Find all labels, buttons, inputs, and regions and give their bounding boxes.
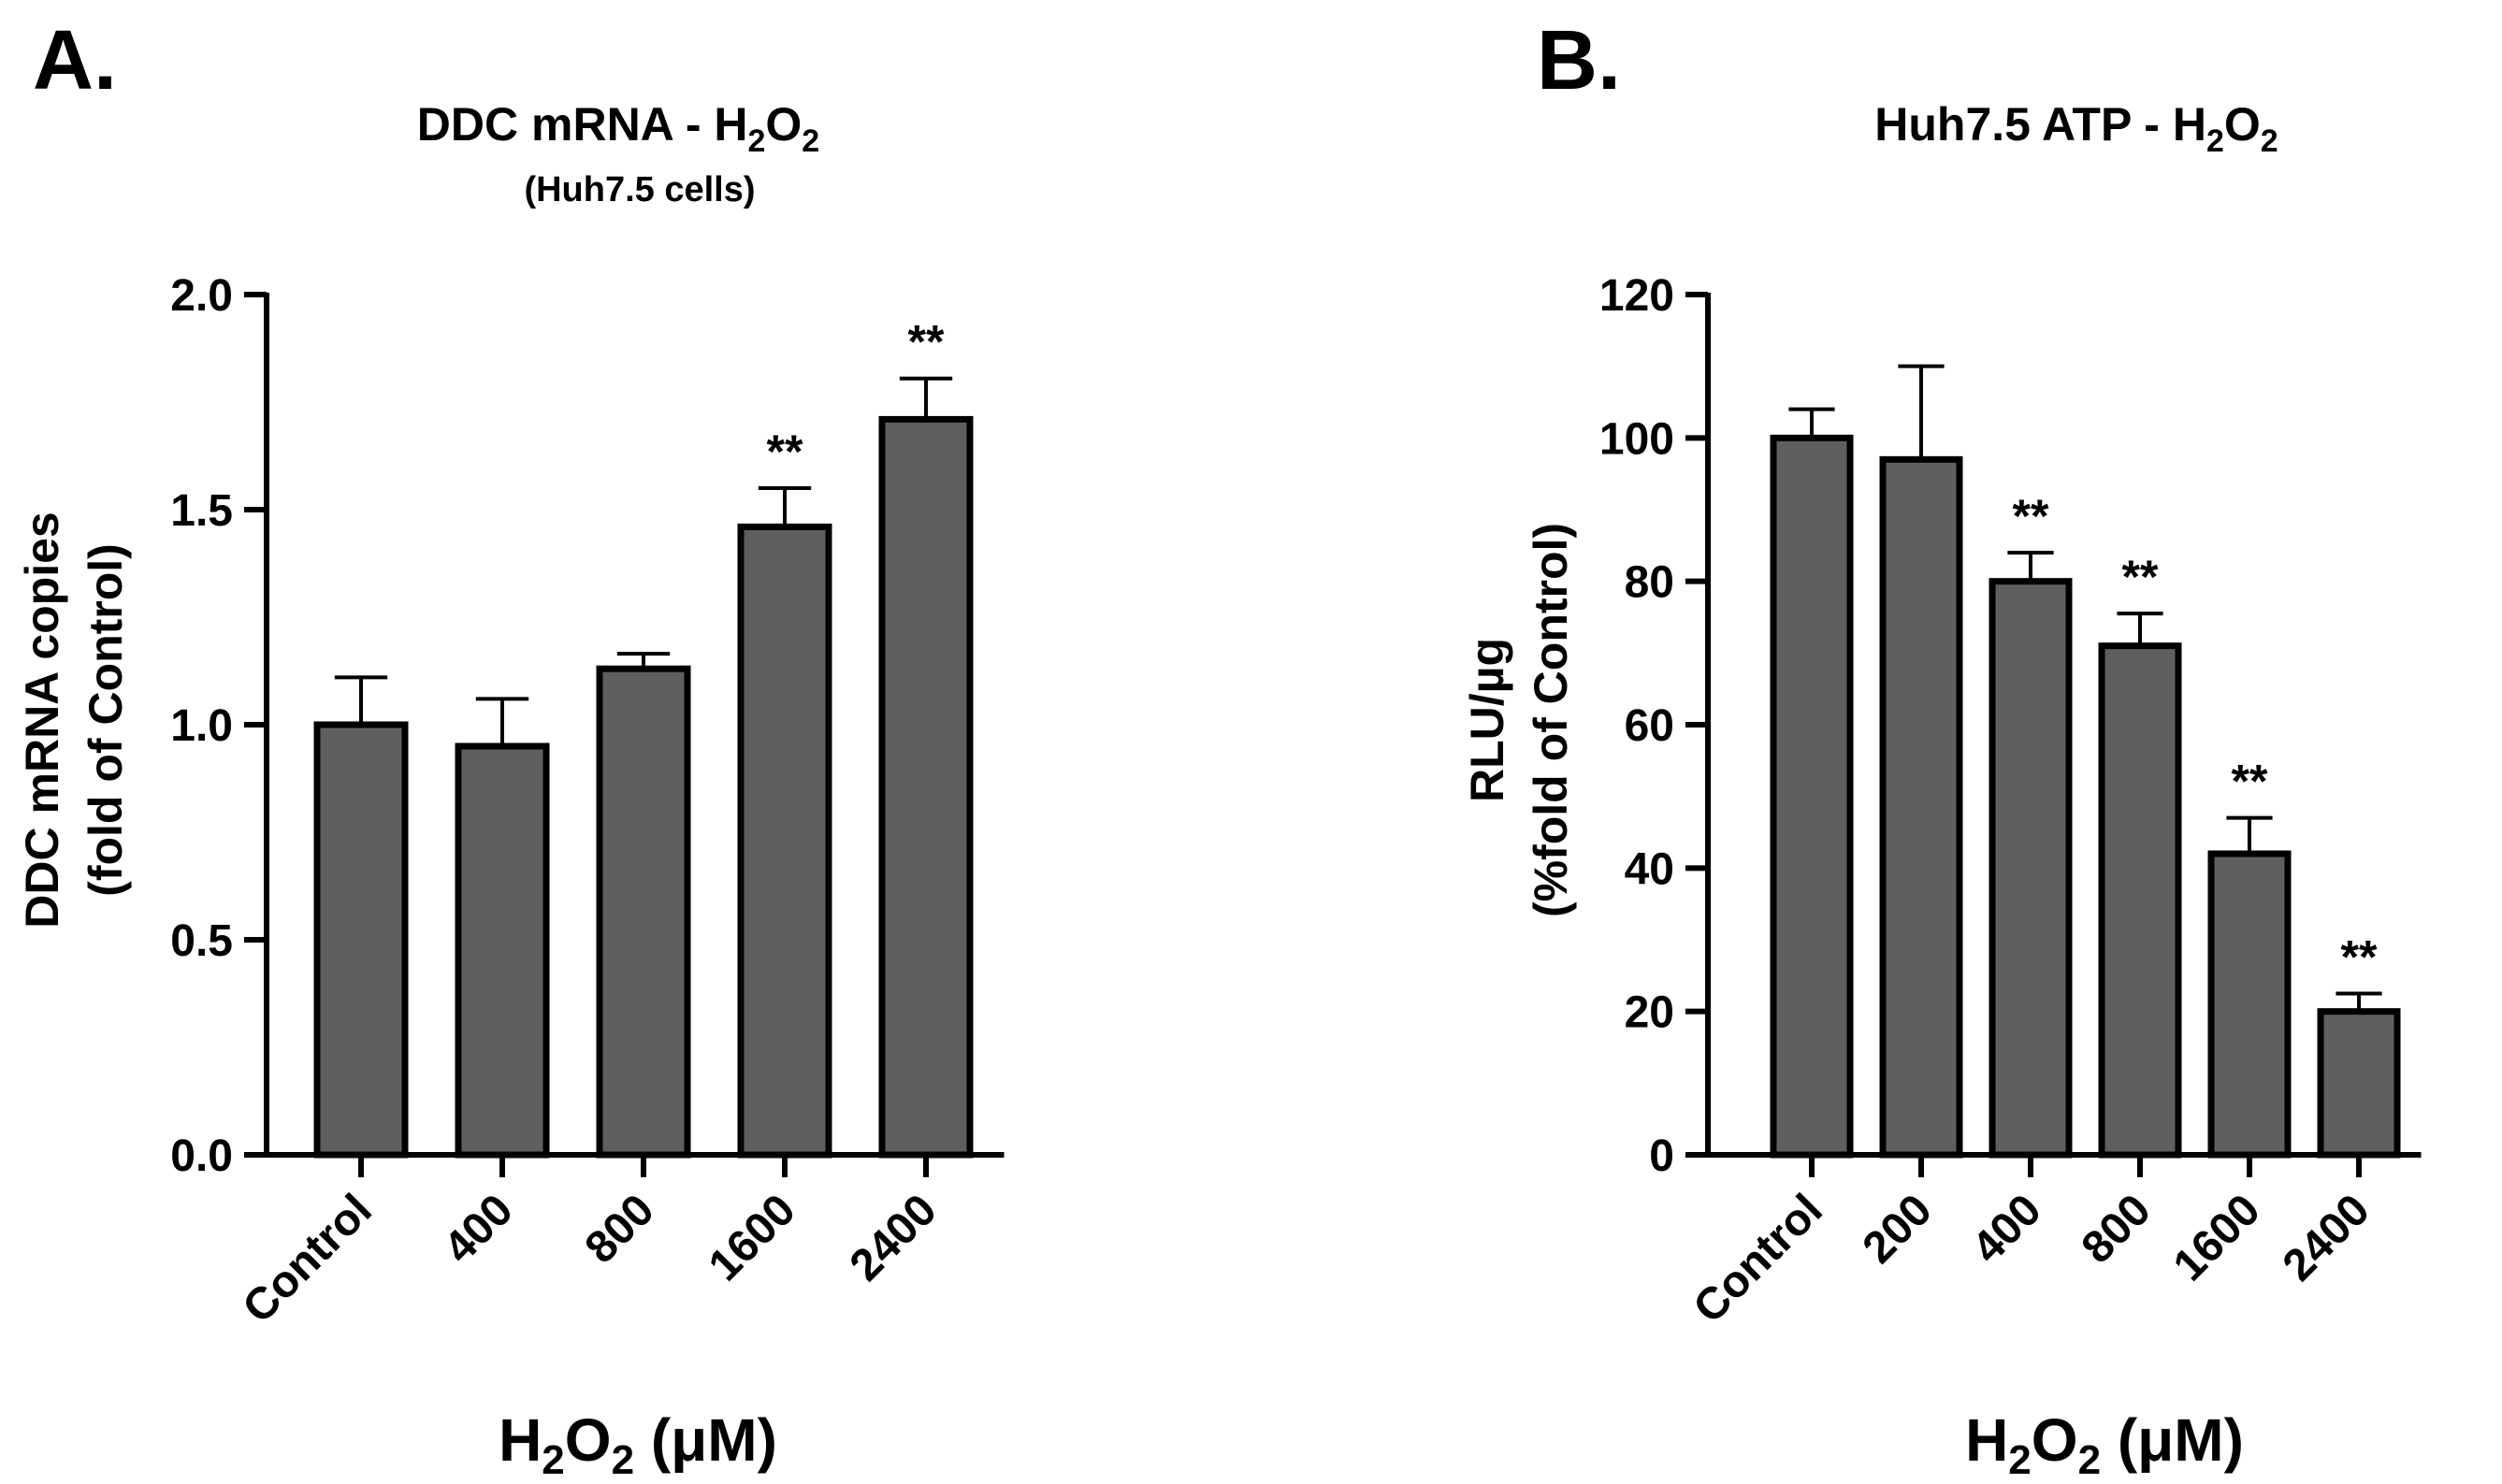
bar-1600 — [2207, 850, 2292, 1159]
significance-marker: ** — [2341, 931, 2378, 984]
y-tick-label: 2.0 — [170, 271, 233, 321]
panel-b-xlabel-h: H — [1965, 1406, 2008, 1474]
panel-b-title-sub1: 2 — [2206, 123, 2224, 159]
x-tick-label: 200 — [1854, 1185, 1942, 1273]
bar-control — [1770, 434, 1854, 1159]
x-tick-label: Control — [1685, 1185, 1832, 1333]
panel-b-xlabel-o: O — [2032, 1406, 2078, 1474]
panel-b: B. Huh7.5 ATP - H2O2 RLU/µg (%fold of Co… — [1461, 14, 2422, 1483]
bar-200 — [1879, 455, 1963, 1159]
x-tick-label: 400 — [435, 1185, 523, 1273]
panel-a-title: DDC mRNA - H2O2 — [417, 98, 819, 159]
y-tick-label: 120 — [1599, 271, 1674, 321]
panel-a-ylabel-line2: (fold of Control) — [80, 543, 132, 897]
significance-marker: ** — [767, 425, 803, 478]
significance-marker: ** — [2232, 756, 2268, 808]
y-tick-label: 0.0 — [170, 1131, 233, 1181]
bar-2400 — [2317, 1008, 2401, 1159]
panel-a-title-o: O — [765, 98, 802, 151]
bar-400 — [455, 742, 550, 1159]
bar-400 — [1989, 578, 2073, 1159]
panel-b-title-o: O — [2224, 98, 2261, 151]
panel-b-ylabel-line2: (%fold of Control) — [1525, 523, 1577, 917]
bar-800 — [596, 665, 691, 1159]
y-tick-label: 0.5 — [170, 916, 233, 966]
panel-b-title-text: Huh7.5 ATP - H — [1874, 98, 2206, 151]
significance-marker: ** — [2122, 551, 2159, 603]
x-tick-label: 800 — [576, 1185, 664, 1273]
panel-b-title: Huh7.5 ATP - H2O2 — [1874, 98, 2278, 159]
bar-control — [313, 721, 409, 1159]
panel-a-xlabel-sub2: 2 — [612, 1437, 634, 1483]
panel-a-plot: 0.0 0.5 1.0 1.5 2.0 Control 400 800 ** 1600 ** 2400 — [170, 271, 1005, 1333]
bar-2400 — [878, 415, 974, 1159]
panel-a-subtitle: (Huh7.5 cells) — [524, 170, 755, 209]
x-tick-label: 800 — [2073, 1185, 2161, 1273]
panel-b-xlabel-sub2: 2 — [2078, 1437, 2101, 1483]
panel-b-plot: 0 20 40 60 80 100 120 Control 200 ** 400 ** 800 ** 160… — [1599, 271, 2422, 1333]
panel-a-xlabel-h: H — [499, 1406, 542, 1474]
panel-a-ylabel-line1: DDC mRNA copies — [16, 511, 68, 928]
panel-a-title-text: DDC mRNA - H — [417, 98, 748, 151]
panel-b-label: B. — [1537, 14, 1621, 108]
panel-a-xlabel-o: O — [565, 1406, 612, 1474]
y-tick-label: 1.0 — [170, 701, 233, 751]
panel-a-title-sub1: 2 — [747, 123, 765, 159]
y-tick-label: 80 — [1625, 558, 1674, 608]
panel-a-xlabel: H2O2 (μM) — [499, 1406, 777, 1483]
panel-b-ylabel-line1: RLU/µg — [1461, 638, 1513, 802]
y-tick-label: 1.5 — [170, 486, 233, 536]
significance-marker: ** — [2013, 490, 2049, 542]
x-tick-label: Control — [234, 1185, 382, 1333]
x-tick-label: 2400 — [2274, 1185, 2379, 1290]
y-tick-label: 100 — [1599, 414, 1674, 464]
panel-a-xlabel-unit: (μM) — [634, 1406, 777, 1474]
y-tick-label: 20 — [1625, 988, 1674, 1038]
significance-marker: ** — [908, 316, 945, 368]
panel-a-label: A. — [33, 14, 117, 108]
panel-a-xlabel-sub1: 2 — [542, 1437, 564, 1483]
y-tick-label: 40 — [1625, 844, 1674, 894]
panel-b-xlabel-sub1: 2 — [2008, 1437, 2031, 1483]
panel-b-xlabel-unit: (μM) — [2101, 1406, 2244, 1474]
panel-a-title-sub2: 2 — [802, 123, 819, 159]
x-tick-label: 400 — [1963, 1185, 2051, 1273]
panel-b-xlabel: H2O2 (μM) — [1965, 1406, 2244, 1483]
bar-800 — [2098, 642, 2182, 1159]
x-tick-label: 1600 — [700, 1185, 805, 1290]
x-tick-label: 2400 — [841, 1185, 947, 1290]
panel-b-title-sub2: 2 — [2261, 123, 2278, 159]
x-tick-label: 1600 — [2164, 1185, 2270, 1290]
bar-1600 — [737, 523, 832, 1159]
y-tick-label: 60 — [1625, 701, 1674, 751]
panel-a: A. DDC mRNA - H2O2 (Huh7.5 cells) DDC mR… — [16, 14, 1005, 1483]
y-tick-label: 0 — [1649, 1131, 1674, 1181]
